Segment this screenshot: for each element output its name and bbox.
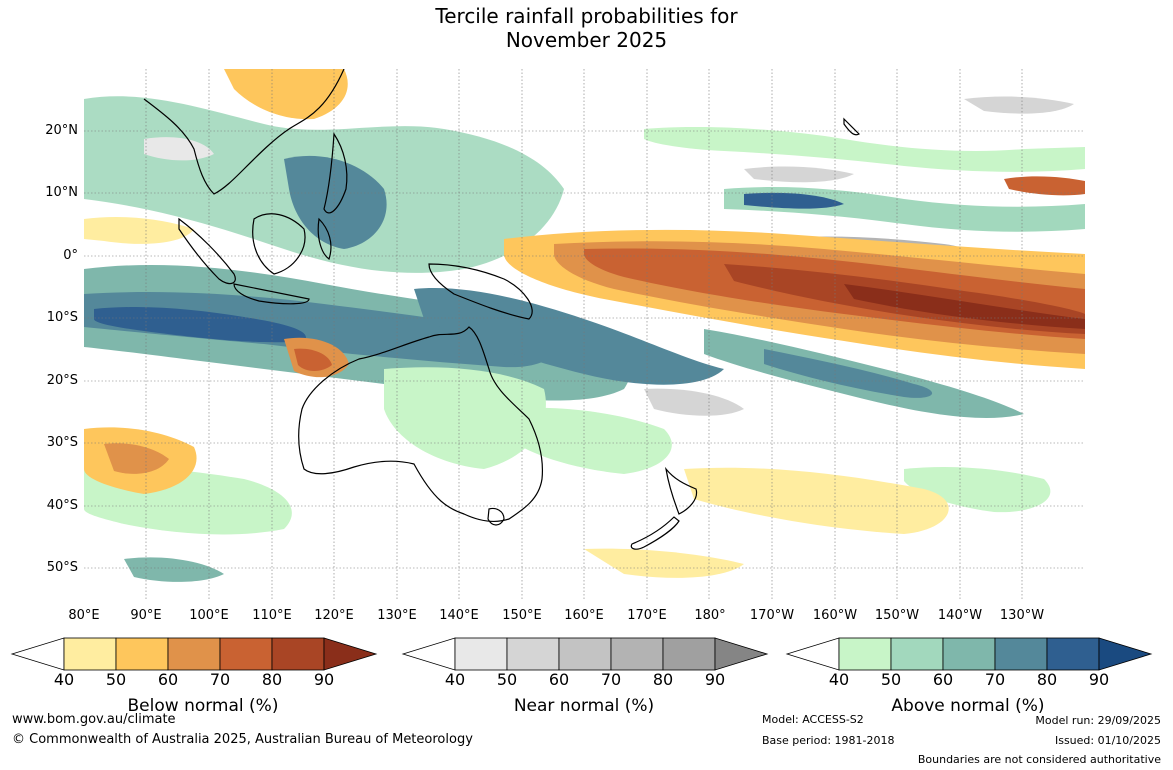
model-name: Model: ACCESS-S2 (762, 713, 864, 726)
tick-60: 60 (548, 670, 570, 689)
legend-near-normal: 40 50 60 70 80 90 Near normal (%) (401, 636, 781, 726)
colorbar-swatch-90 (662, 637, 716, 671)
new-guinea-coast (428, 263, 533, 320)
tick-80: 80 (652, 670, 674, 689)
colorbar-swatch-90 (271, 637, 325, 671)
colorbar-swatch-50 (454, 637, 508, 671)
borneo-coast (252, 213, 306, 275)
tick-50: 50 (880, 670, 902, 689)
tick-90: 90 (1088, 670, 1110, 689)
tasmania-coast (487, 507, 505, 526)
base-period: Base period: 1981-2018 (762, 734, 895, 747)
new-zealand-north (665, 466, 698, 515)
philippines-coast (323, 132, 348, 214)
colorbar-arrow-max (323, 637, 378, 671)
lon-label-170e: 170°E (627, 608, 667, 623)
colorbar-arrow-max (714, 637, 769, 671)
colorbar-near-normal (401, 637, 769, 671)
title-line-2: November 2025 (505, 28, 668, 52)
colorbar-swatch-80 (610, 637, 664, 671)
source-url: www.bom.gov.au/climate (12, 712, 176, 727)
lon-label-150w: 150°W (874, 608, 920, 623)
tick-90: 90 (704, 670, 726, 689)
colorbar-swatch-50 (838, 637, 892, 671)
legend-title-above: Above normal (%) (891, 696, 1045, 716)
colorbar-swatch-50 (63, 637, 117, 671)
model-run-date: Model run: 29/09/2025 (1035, 714, 1161, 727)
copyright-notice: © Commonwealth of Australia 2025, Austra… (12, 732, 473, 747)
new-zealand-south (630, 516, 680, 550)
tick-60: 60 (932, 670, 954, 689)
colorbar-swatch-60 (115, 637, 169, 671)
boundaries-disclaimer: Boundaries are not considered authoritat… (917, 753, 1161, 766)
java-coast (233, 283, 310, 305)
tick-70: 70 (209, 670, 231, 689)
lon-label-130w: 130°W (999, 608, 1045, 623)
lat-label-0: 0° (63, 248, 78, 263)
lon-label-110e: 110°E (252, 608, 292, 623)
mainland-asia-coast (143, 69, 345, 195)
lat-label-40s: 40°S (46, 498, 78, 513)
lon-label-100e: 100°E (189, 608, 229, 623)
colorbar-above-normal (785, 637, 1153, 671)
coastlines (143, 69, 860, 550)
title-line-1: Tercile rainfall probabilities for (435, 4, 738, 28)
map-title: Tercile rainfall probabilities for Novem… (0, 4, 1173, 52)
tick-80: 80 (261, 670, 283, 689)
lat-label-50s: 50°S (46, 560, 78, 575)
lon-label-150e: 150°E (502, 608, 542, 623)
tick-60: 60 (157, 670, 179, 689)
lon-label-80e: 80°E (68, 608, 100, 623)
lon-label-90e: 90°E (130, 608, 162, 623)
lon-label-160w: 160°W (812, 608, 858, 623)
tick-80: 80 (1036, 670, 1058, 689)
legend-below-normal: 40 50 60 70 80 90 Below normal (%) (10, 636, 390, 726)
sulawesi-coast (317, 217, 332, 260)
tick-40: 40 (53, 670, 75, 689)
tick-70: 70 (984, 670, 1006, 689)
australia-coast (298, 326, 544, 523)
colorbar-swatch-80 (219, 637, 273, 671)
above-normal-shading (84, 96, 1085, 582)
graticule (84, 69, 1085, 600)
tick-40: 40 (444, 670, 466, 689)
colorbar-swatch-70 (558, 637, 612, 671)
lon-label-140w: 140°W (937, 608, 983, 623)
colorbar-swatch-60 (890, 637, 944, 671)
tick-70: 70 (600, 670, 622, 689)
lon-label-180: 180° (694, 608, 726, 623)
colorbar-below-normal (10, 637, 378, 671)
legend-above-normal: 40 50 60 70 80 90 Above normal (%) (785, 636, 1165, 726)
lat-label-10n: 10°N (45, 185, 78, 200)
legend-title-near: Near normal (%) (513, 696, 655, 716)
colorbar-swatch-90 (1046, 637, 1100, 671)
tick-40: 40 (828, 670, 850, 689)
colorbar-swatch-70 (942, 637, 996, 671)
lon-label-160e: 160°E (564, 608, 604, 623)
hawaii-coast (843, 117, 860, 136)
tick-90: 90 (313, 670, 335, 689)
lat-label-30s: 30°S (46, 435, 78, 450)
tick-50: 50 (105, 670, 127, 689)
tick-50: 50 (496, 670, 518, 689)
colorbar-swatch-60 (506, 637, 560, 671)
colorbar-swatch-70 (167, 637, 221, 671)
lon-label-140e: 140°E (439, 608, 479, 623)
lon-label-120e: 120°E (314, 608, 354, 623)
colorbar-arrow-max (1098, 637, 1153, 671)
rainfall-probability-map (84, 69, 1085, 600)
legend-title-below: Below normal (%) (127, 696, 279, 716)
lat-label-20n: 20°N (45, 123, 78, 138)
colorbar-swatch-80 (994, 637, 1048, 671)
lon-label-170w: 170°W (749, 608, 795, 623)
lon-label-130e: 130°E (377, 608, 417, 623)
below-normal-shading (84, 69, 1085, 578)
issued-date: Issued: 01/10/2025 (1054, 734, 1161, 747)
lat-label-20s: 20°S (46, 373, 78, 388)
lat-label-10s: 10°S (46, 310, 78, 325)
map-canvas (84, 69, 1085, 600)
sumatra-coast (178, 217, 236, 285)
